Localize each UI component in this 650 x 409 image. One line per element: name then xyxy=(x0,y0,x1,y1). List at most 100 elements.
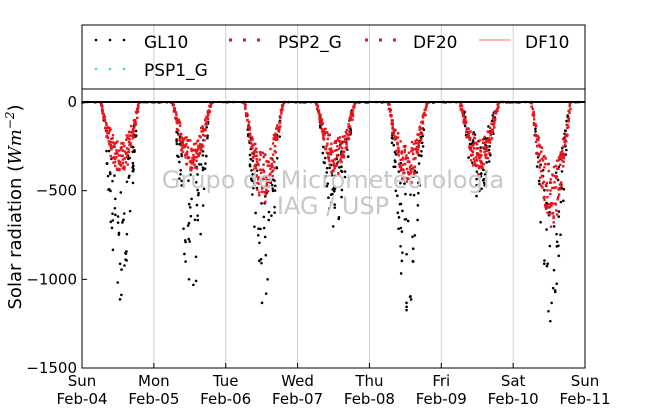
df-point xyxy=(248,128,251,131)
df-point xyxy=(250,136,254,139)
gl10-point xyxy=(194,279,198,283)
gl10-point xyxy=(331,225,335,228)
df-point xyxy=(206,116,209,119)
df-point xyxy=(461,114,465,117)
df-point xyxy=(201,127,205,131)
df-point xyxy=(255,154,258,157)
df-point xyxy=(112,161,115,164)
df-point xyxy=(476,147,480,150)
df-point xyxy=(128,134,131,137)
df-point xyxy=(177,133,181,137)
df-point xyxy=(192,143,196,146)
gl10-point xyxy=(196,173,199,176)
df-point xyxy=(404,144,407,148)
df-point xyxy=(255,174,258,177)
legend-marker-df20 xyxy=(393,38,396,42)
df-point xyxy=(248,139,251,143)
gl10-point xyxy=(552,225,556,228)
df-point xyxy=(464,120,468,123)
df-point xyxy=(100,104,103,107)
gl10-point xyxy=(251,172,254,176)
df-point xyxy=(114,157,117,161)
gl10-point xyxy=(539,220,542,224)
df-point xyxy=(263,185,266,189)
df-point xyxy=(110,137,113,141)
df-point xyxy=(269,167,272,170)
df-point xyxy=(201,143,204,146)
df-point xyxy=(202,133,205,137)
df-point xyxy=(415,145,419,149)
df-point xyxy=(538,152,541,156)
df-point xyxy=(351,118,354,121)
df-point xyxy=(106,126,110,129)
df-point xyxy=(407,151,411,154)
gl10-point xyxy=(411,175,415,179)
df-point xyxy=(532,121,536,125)
df-point xyxy=(201,145,205,148)
x-tick-label-date: Feb-05 xyxy=(128,390,179,408)
df-point xyxy=(485,140,488,144)
df-point xyxy=(391,126,394,129)
df-point xyxy=(401,163,405,167)
gl10-point xyxy=(120,268,123,271)
df-point xyxy=(397,154,400,157)
watermark: Grupo de Micrometeorologia IAG / USP xyxy=(162,166,504,220)
df-point xyxy=(132,130,136,133)
df-point xyxy=(562,165,565,168)
df-point xyxy=(539,176,542,179)
df-point xyxy=(111,134,115,137)
df-point xyxy=(562,156,565,160)
df-point xyxy=(391,119,394,122)
gl10-point xyxy=(545,201,548,205)
df-point xyxy=(483,141,486,144)
gl10-point xyxy=(180,179,183,183)
df-point xyxy=(476,164,479,167)
df-point xyxy=(396,142,399,146)
y-axis-title-prefix: Solar radiation ( xyxy=(5,165,26,310)
df-point xyxy=(547,162,551,166)
gl10-point xyxy=(178,160,181,164)
gl10-point xyxy=(198,163,201,166)
df-point xyxy=(322,135,325,138)
legend-marker-psp1g xyxy=(94,67,98,71)
df-point xyxy=(267,185,270,188)
df-point xyxy=(207,109,211,112)
df-point xyxy=(413,171,416,174)
df-point xyxy=(413,173,416,176)
df-point xyxy=(561,152,565,155)
df-point xyxy=(557,195,560,199)
df-point xyxy=(180,147,184,150)
gl10-point xyxy=(194,180,198,184)
df-point xyxy=(410,181,413,184)
df-point xyxy=(479,155,482,159)
df-point xyxy=(541,159,545,162)
df-point xyxy=(412,152,415,156)
gl10-point xyxy=(399,181,402,185)
df-point xyxy=(489,138,492,141)
legend-item-psp1g: PSP1_G xyxy=(94,61,208,81)
df-point xyxy=(561,137,565,141)
df-point xyxy=(488,152,491,155)
gl10-point xyxy=(183,252,186,256)
df-point xyxy=(319,113,322,117)
gl10-point xyxy=(420,149,423,153)
df-point xyxy=(569,107,572,110)
df-point xyxy=(264,193,267,197)
df-point xyxy=(193,163,196,166)
df-point xyxy=(188,156,191,159)
gl10-point xyxy=(113,197,117,201)
df-point xyxy=(174,111,178,114)
df-point xyxy=(177,120,181,123)
df-point xyxy=(123,168,126,171)
gl10-point xyxy=(109,220,113,224)
gl10-point xyxy=(278,135,282,138)
df-point xyxy=(108,143,111,146)
df-point xyxy=(324,147,327,151)
gl10-point xyxy=(262,226,266,230)
df-point xyxy=(557,158,561,162)
df-point xyxy=(271,142,275,145)
df-point xyxy=(553,175,557,178)
df-point xyxy=(345,145,348,148)
gl10-point xyxy=(479,174,483,178)
df-point xyxy=(389,108,392,112)
